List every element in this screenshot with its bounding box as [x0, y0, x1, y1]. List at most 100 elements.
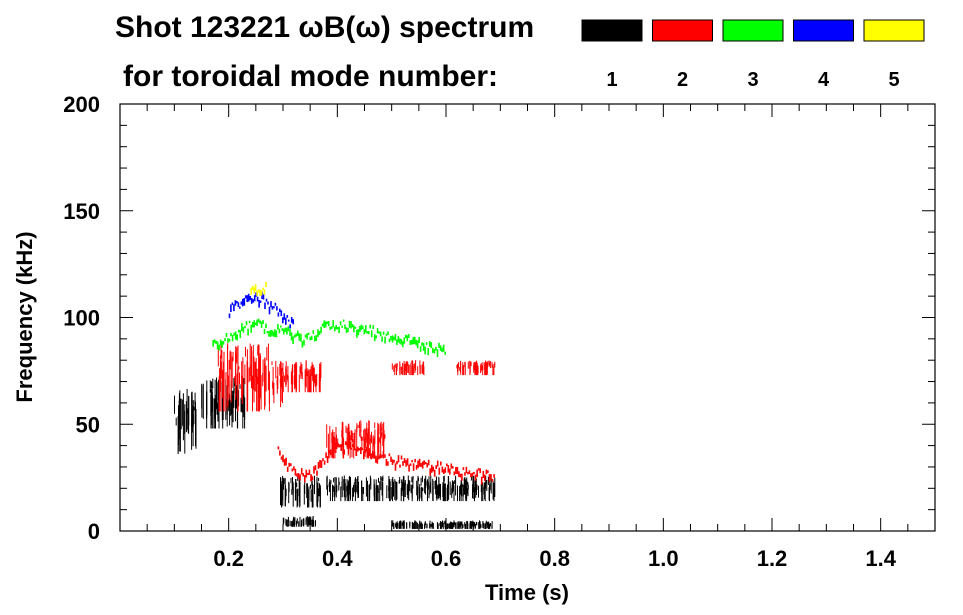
spectral-point: [396, 461, 398, 465]
spectral-point: [298, 333, 301, 341]
spectral-point: [402, 341, 404, 348]
spectral-point: [363, 451, 365, 460]
spectral-point: [289, 324, 291, 329]
spectral-point: [491, 478, 494, 482]
spectral-point: [385, 458, 388, 466]
spectral-point: [297, 473, 300, 479]
spectral-point: [285, 457, 287, 466]
spectral-point: [329, 449, 332, 456]
spectral-point: [443, 469, 445, 475]
spectral-point: [344, 441, 347, 445]
spectral-point: [339, 321, 342, 326]
y-tick-label: 200: [63, 92, 100, 117]
spectral-point: [251, 322, 254, 328]
spectral-point: [281, 328, 284, 332]
spectral-point: [259, 320, 261, 324]
spectral-point: [381, 454, 383, 459]
y-axis-label: Frequency (kHz): [12, 231, 37, 402]
spectral-point: [253, 320, 255, 328]
spectral-point: [319, 460, 321, 468]
spectral-point: [300, 333, 302, 342]
spectral-point: [274, 329, 276, 337]
spectral-point: [244, 325, 246, 329]
spectral-point: [427, 348, 429, 356]
spectral-point: [257, 318, 260, 323]
spectral-point: [362, 325, 364, 329]
spectral-point: [323, 460, 326, 465]
spectral-point: [277, 446, 280, 450]
spectral-point: [419, 346, 422, 352]
plot-data: [174, 282, 496, 529]
spectral-point: [335, 324, 337, 330]
axes: 0.2 0.4 0.6 0.8 1.0 1.2 1.4 0 50 100 150 200: [63, 92, 935, 571]
spectral-point: [314, 465, 317, 471]
spectral-point: [318, 331, 321, 336]
spectral-point: [257, 289, 260, 293]
spectral-point: [317, 461, 320, 469]
spectral-point: [245, 295, 247, 299]
spectral-point: [430, 342, 433, 349]
spectral-point: [282, 317, 284, 324]
spectral-point: [388, 453, 391, 457]
spectral-point: [286, 327, 288, 335]
spectral-point: [357, 329, 360, 336]
spectral-point: [338, 444, 341, 448]
spectral-point: [376, 456, 379, 464]
spectral-point: [379, 331, 382, 337]
spectral-point: [242, 327, 245, 333]
spectral-point: [425, 342, 428, 345]
spectral-point: [320, 326, 322, 334]
spectral-point: [354, 326, 357, 329]
spectral-point: [222, 341, 225, 345]
spectral-point: [314, 335, 316, 342]
spectral-point: [316, 470, 318, 476]
legend-swatch-1: [581, 19, 643, 42]
spectral-point: [372, 325, 374, 329]
spectral-point: [245, 321, 248, 326]
legend-swatch-4: [793, 19, 854, 42]
spectral-point: [304, 475, 306, 483]
spectral-point: [355, 448, 357, 456]
spectral-point: [394, 334, 397, 341]
spectral-point: [391, 335, 394, 343]
spectral-point: [408, 334, 410, 338]
spectral-point: [409, 340, 411, 345]
spectral-point: [373, 334, 376, 342]
spectral-point: [400, 339, 403, 345]
series-n=1: [174, 377, 496, 529]
spectral-point: [231, 302, 234, 306]
y-tick-label: 100: [63, 306, 100, 331]
spectral-point: [322, 458, 324, 462]
spectral-point: [403, 337, 406, 344]
spectral-point: [366, 447, 368, 452]
spectral-point: [387, 331, 389, 335]
x-tick-label: 0.6: [431, 546, 462, 571]
spectral-point: [262, 287, 264, 291]
spectral-point: [462, 467, 465, 471]
spectral-point: [433, 469, 436, 477]
spectral-point: [368, 331, 370, 335]
spectral-point: [323, 320, 325, 328]
spectral-point: [299, 474, 301, 481]
spectral-point: [413, 336, 416, 344]
spectral-point: [313, 466, 315, 474]
spectral-point: [219, 339, 222, 346]
spectral-point: [373, 451, 376, 459]
spectral-point: [402, 461, 404, 466]
spectral-point: [310, 474, 312, 482]
spectral-point: [470, 473, 472, 478]
spectral-point: [301, 341, 304, 348]
spectral-point: [238, 329, 240, 333]
spectral-point: [309, 336, 311, 341]
spectral-point: [471, 472, 474, 477]
spectral-point: [279, 450, 281, 456]
spectral-point: [420, 463, 422, 468]
spectral-point: [388, 338, 391, 343]
spectral-point: [337, 443, 339, 448]
spectral-point: [256, 290, 258, 297]
spectral-point: [435, 346, 437, 351]
spectral-point: [265, 298, 268, 302]
spectral-point: [320, 460, 323, 468]
spectral-point: [326, 321, 329, 325]
spectral-point: [338, 326, 340, 333]
